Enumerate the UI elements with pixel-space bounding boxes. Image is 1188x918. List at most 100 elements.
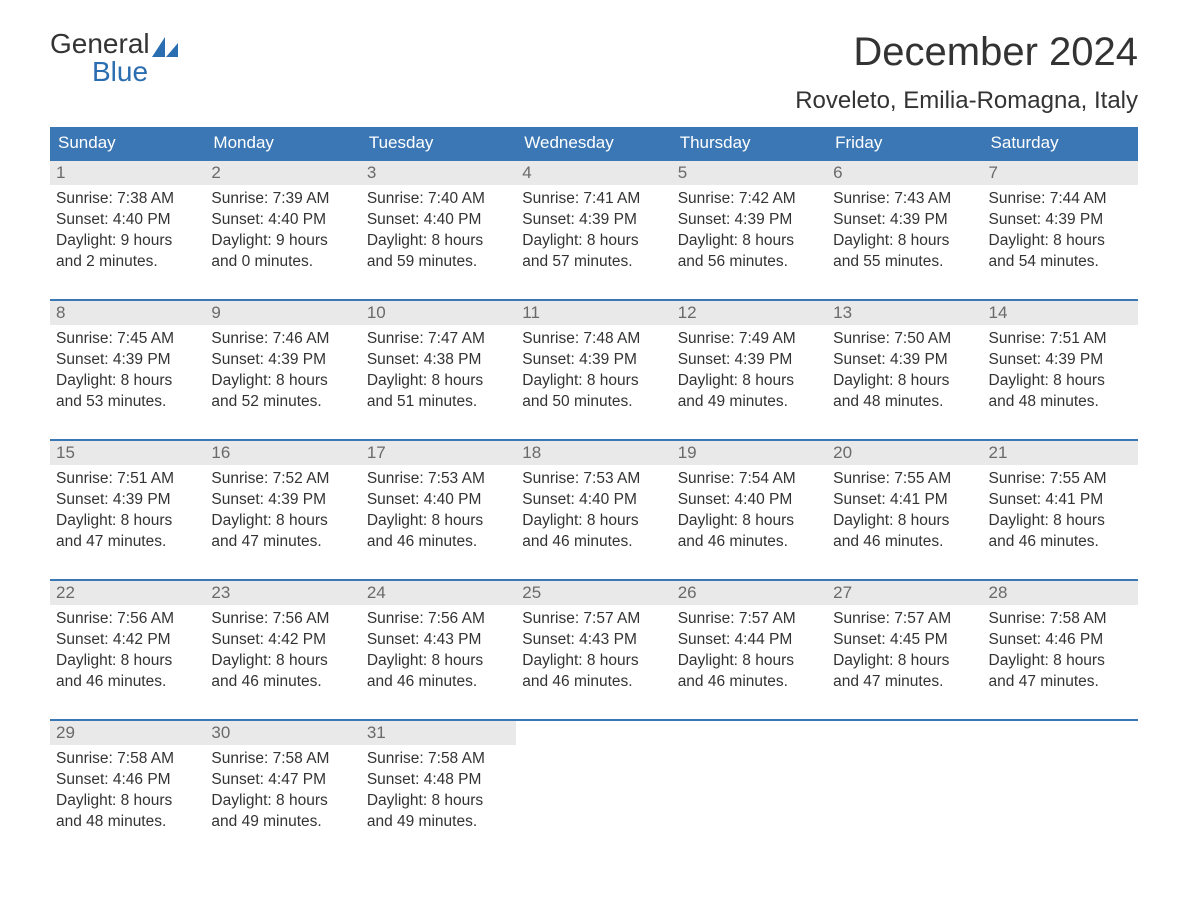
day-sunrise: Sunrise: 7:54 AM (678, 469, 821, 490)
day-sunset: Sunset: 4:43 PM (522, 630, 665, 651)
calendar-day-cell: 19Sunrise: 7:54 AMSunset: 4:40 PMDayligh… (672, 440, 827, 580)
day-dl1: Daylight: 8 hours (211, 371, 354, 392)
day-number: 3 (361, 161, 516, 185)
weekday-header: Friday (827, 127, 982, 160)
day-sunrise: Sunrise: 7:58 AM (56, 749, 199, 770)
day-number: 16 (205, 441, 360, 465)
day-number: 9 (205, 301, 360, 325)
calendar-week-row: 8Sunrise: 7:45 AMSunset: 4:39 PMDaylight… (50, 300, 1138, 440)
day-sunset: Sunset: 4:41 PM (833, 490, 976, 511)
day-sunset: Sunset: 4:46 PM (56, 770, 199, 791)
day-dl2: and 55 minutes. (833, 252, 976, 273)
day-number: 30 (205, 721, 360, 745)
calendar-body: 1Sunrise: 7:38 AMSunset: 4:40 PMDaylight… (50, 160, 1138, 860)
day-sunrise: Sunrise: 7:47 AM (367, 329, 510, 350)
day-sunrise: Sunrise: 7:57 AM (678, 609, 821, 630)
day-sunset: Sunset: 4:46 PM (989, 630, 1132, 651)
day-number: 28 (983, 581, 1138, 605)
day-details: Sunrise: 7:47 AMSunset: 4:38 PMDaylight:… (361, 325, 516, 417)
day-sunset: Sunset: 4:39 PM (522, 350, 665, 371)
day-details: Sunrise: 7:55 AMSunset: 4:41 PMDaylight:… (983, 465, 1138, 557)
calendar-day-cell: 31Sunrise: 7:58 AMSunset: 4:48 PMDayligh… (361, 720, 516, 860)
calendar-day-cell: 16Sunrise: 7:52 AMSunset: 4:39 PMDayligh… (205, 440, 360, 580)
day-sunrise: Sunrise: 7:55 AM (833, 469, 976, 490)
calendar-day-cell (672, 720, 827, 860)
calendar-day-cell: 12Sunrise: 7:49 AMSunset: 4:39 PMDayligh… (672, 300, 827, 440)
day-number: 17 (361, 441, 516, 465)
day-details: Sunrise: 7:46 AMSunset: 4:39 PMDaylight:… (205, 325, 360, 417)
day-sunset: Sunset: 4:39 PM (56, 490, 199, 511)
day-details: Sunrise: 7:56 AMSunset: 4:42 PMDaylight:… (50, 605, 205, 697)
day-dl1: Daylight: 8 hours (678, 231, 821, 252)
calendar-day-cell: 13Sunrise: 7:50 AMSunset: 4:39 PMDayligh… (827, 300, 982, 440)
day-number: 8 (50, 301, 205, 325)
day-dl1: Daylight: 8 hours (989, 651, 1132, 672)
weekday-header: Thursday (672, 127, 827, 160)
day-number: 29 (50, 721, 205, 745)
day-dl1: Daylight: 8 hours (989, 511, 1132, 532)
weekday-header: Tuesday (361, 127, 516, 160)
day-sunrise: Sunrise: 7:56 AM (367, 609, 510, 630)
day-sunset: Sunset: 4:39 PM (211, 490, 354, 511)
calendar-day-cell: 21Sunrise: 7:55 AMSunset: 4:41 PMDayligh… (983, 440, 1138, 580)
day-dl1: Daylight: 8 hours (56, 511, 199, 532)
day-dl2: and 52 minutes. (211, 392, 354, 413)
day-number: 22 (50, 581, 205, 605)
calendar-day-cell: 25Sunrise: 7:57 AMSunset: 4:43 PMDayligh… (516, 580, 671, 720)
day-sunrise: Sunrise: 7:56 AM (56, 609, 199, 630)
day-number: 23 (205, 581, 360, 605)
day-dl2: and 46 minutes. (367, 672, 510, 693)
day-dl2: and 46 minutes. (678, 532, 821, 553)
day-dl2: and 51 minutes. (367, 392, 510, 413)
day-sunrise: Sunrise: 7:57 AM (833, 609, 976, 630)
day-sunrise: Sunrise: 7:52 AM (211, 469, 354, 490)
day-details: Sunrise: 7:49 AMSunset: 4:39 PMDaylight:… (672, 325, 827, 417)
day-details: Sunrise: 7:41 AMSunset: 4:39 PMDaylight:… (516, 185, 671, 277)
day-dl2: and 54 minutes. (989, 252, 1132, 273)
calendar-day-cell: 27Sunrise: 7:57 AMSunset: 4:45 PMDayligh… (827, 580, 982, 720)
day-details: Sunrise: 7:38 AMSunset: 4:40 PMDaylight:… (50, 185, 205, 277)
calendar-day-cell: 14Sunrise: 7:51 AMSunset: 4:39 PMDayligh… (983, 300, 1138, 440)
day-sunset: Sunset: 4:40 PM (522, 490, 665, 511)
day-sunrise: Sunrise: 7:44 AM (989, 189, 1132, 210)
day-dl2: and 47 minutes. (211, 532, 354, 553)
day-sunset: Sunset: 4:44 PM (678, 630, 821, 651)
day-number: 1 (50, 161, 205, 185)
calendar-day-cell: 22Sunrise: 7:56 AMSunset: 4:42 PMDayligh… (50, 580, 205, 720)
calendar-day-cell: 15Sunrise: 7:51 AMSunset: 4:39 PMDayligh… (50, 440, 205, 580)
title-block: December 2024 Roveleto, Emilia-Romagna, … (795, 30, 1138, 119)
day-sunrise: Sunrise: 7:49 AM (678, 329, 821, 350)
day-details: Sunrise: 7:56 AMSunset: 4:42 PMDaylight:… (205, 605, 360, 697)
day-sunrise: Sunrise: 7:48 AM (522, 329, 665, 350)
day-details: Sunrise: 7:51 AMSunset: 4:39 PMDaylight:… (983, 325, 1138, 417)
day-dl1: Daylight: 8 hours (833, 371, 976, 392)
day-number: 4 (516, 161, 671, 185)
page-header: General Blue December 2024 Roveleto, Emi… (50, 30, 1138, 119)
calendar-day-cell: 5Sunrise: 7:42 AMSunset: 4:39 PMDaylight… (672, 160, 827, 300)
day-sunrise: Sunrise: 7:58 AM (211, 749, 354, 770)
day-dl2: and 46 minutes. (522, 672, 665, 693)
day-sunset: Sunset: 4:45 PM (833, 630, 976, 651)
day-sunset: Sunset: 4:39 PM (989, 210, 1132, 231)
day-dl1: Daylight: 8 hours (678, 511, 821, 532)
day-dl2: and 49 minutes. (211, 812, 354, 833)
day-dl2: and 46 minutes. (367, 532, 510, 553)
day-sunset: Sunset: 4:42 PM (56, 630, 199, 651)
calendar-day-cell: 6Sunrise: 7:43 AMSunset: 4:39 PMDaylight… (827, 160, 982, 300)
weekday-header: Sunday (50, 127, 205, 160)
day-dl1: Daylight: 8 hours (678, 651, 821, 672)
day-dl2: and 47 minutes. (989, 672, 1132, 693)
brand-sail-icon (152, 34, 178, 54)
day-number: 25 (516, 581, 671, 605)
day-dl2: and 59 minutes. (367, 252, 510, 273)
day-dl2: and 46 minutes. (678, 672, 821, 693)
calendar-day-cell: 11Sunrise: 7:48 AMSunset: 4:39 PMDayligh… (516, 300, 671, 440)
calendar-day-cell (827, 720, 982, 860)
day-dl2: and 49 minutes. (367, 812, 510, 833)
day-dl1: Daylight: 8 hours (367, 231, 510, 252)
day-sunrise: Sunrise: 7:40 AM (367, 189, 510, 210)
weekday-header: Wednesday (516, 127, 671, 160)
day-dl1: Daylight: 8 hours (522, 231, 665, 252)
day-dl2: and 49 minutes. (678, 392, 821, 413)
day-dl2: and 47 minutes. (56, 532, 199, 553)
